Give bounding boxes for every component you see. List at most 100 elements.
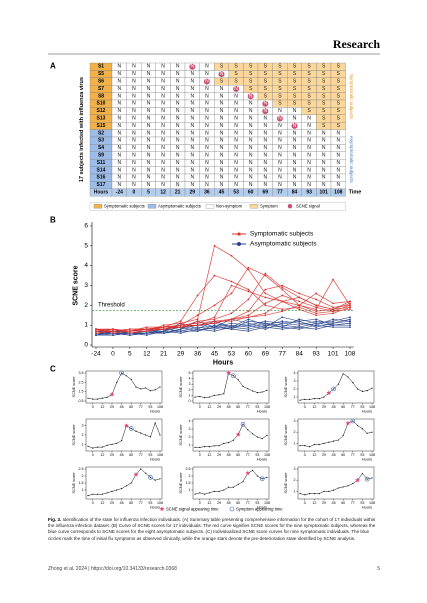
cell-text: N bbox=[322, 167, 326, 173]
cell-text: N bbox=[293, 160, 297, 166]
legend-swatch bbox=[147, 204, 157, 209]
point bbox=[196, 324, 199, 327]
cell-text: N bbox=[161, 116, 165, 122]
x-tick-label: 108 bbox=[345, 351, 356, 358]
cell-text: N bbox=[336, 182, 340, 188]
cell-text: N bbox=[117, 71, 121, 77]
cell-text: N bbox=[234, 145, 238, 151]
point bbox=[154, 479, 156, 481]
point bbox=[313, 493, 315, 495]
cell-text: N bbox=[190, 123, 194, 129]
y-tick-label: 2 bbox=[189, 474, 191, 478]
point bbox=[194, 446, 196, 448]
point bbox=[349, 322, 351, 325]
cell-text: N bbox=[322, 130, 326, 136]
caption-label: Fig. 3. bbox=[48, 517, 62, 522]
legend-text: Symptomatic subjects bbox=[104, 204, 145, 209]
y-tick-label: 1 bbox=[189, 488, 191, 492]
scne-signal bbox=[218, 71, 225, 78]
point bbox=[281, 294, 284, 297]
cell-text: S bbox=[293, 86, 297, 92]
cell-text: N bbox=[147, 145, 151, 151]
cell-text: N bbox=[307, 153, 311, 159]
point bbox=[337, 383, 339, 385]
group-label: Symptomatic subjects bbox=[349, 74, 354, 119]
point bbox=[252, 433, 254, 435]
cell-text: N bbox=[307, 160, 311, 166]
cell-text: N bbox=[147, 138, 151, 144]
x-tick-label: 45 bbox=[120, 453, 124, 457]
x-tick-label: 12 bbox=[312, 453, 316, 457]
cell-text: N bbox=[336, 145, 340, 151]
cell-text: N bbox=[249, 108, 253, 114]
symptom-circle bbox=[350, 418, 356, 424]
cell-text: N bbox=[205, 167, 209, 173]
cell-text: N bbox=[132, 160, 136, 166]
y-tick-label: 1 bbox=[294, 489, 296, 493]
row-label: S1 bbox=[98, 64, 104, 70]
y-tick-label: 3 bbox=[84, 282, 88, 289]
legend-text: SCNE signal appearing time bbox=[166, 507, 219, 512]
point bbox=[266, 476, 268, 478]
x-tick-label: 0 bbox=[92, 501, 94, 505]
cell-text: S bbox=[307, 64, 311, 70]
y-axis-label: SCNE score bbox=[179, 425, 183, 446]
cell-text: N bbox=[161, 108, 165, 114]
series-line bbox=[95, 322, 351, 336]
panel-label: C bbox=[50, 365, 56, 374]
y-tick-label: 0 bbox=[84, 342, 88, 349]
cell-text: N bbox=[220, 153, 224, 159]
y-tick-label: 0.5 bbox=[79, 399, 84, 403]
cell-text: N bbox=[205, 182, 209, 188]
subplot-frame bbox=[85, 418, 163, 452]
score-line bbox=[87, 422, 161, 449]
cell-text: S bbox=[264, 93, 268, 99]
point bbox=[97, 446, 99, 448]
point bbox=[196, 326, 199, 329]
x-tick-label: 53 bbox=[228, 351, 236, 358]
y-tick-label: 2 bbox=[82, 433, 84, 437]
x-tick-label: 93 bbox=[360, 453, 364, 457]
x-tick-label: 77 bbox=[246, 501, 250, 505]
point bbox=[281, 316, 284, 319]
y-tick-label: 1 bbox=[189, 443, 191, 447]
x-tick-label: 45 bbox=[211, 351, 219, 358]
footer: Zhong et al. 2024 | https://doi.org/10.3… bbox=[48, 566, 380, 572]
point bbox=[145, 330, 148, 333]
cell-text: N bbox=[190, 182, 194, 188]
point bbox=[371, 387, 373, 389]
x-tick-label: 108 bbox=[369, 453, 375, 457]
cell-text: N bbox=[176, 101, 180, 107]
cell-text: N bbox=[147, 175, 151, 181]
cell-text: S bbox=[337, 64, 341, 70]
x-axis-label: Hours bbox=[362, 410, 372, 414]
figure: Research A S1 N N N N N N N S S S S S S S S SS5 N N N N N N N N S S… bbox=[48, 37, 380, 512]
point bbox=[349, 326, 351, 329]
cell-text: S bbox=[337, 86, 341, 92]
cell-text: N bbox=[263, 153, 267, 159]
cell-text: N bbox=[176, 79, 180, 85]
cell-text: N bbox=[278, 116, 282, 122]
point bbox=[179, 326, 182, 329]
point bbox=[281, 300, 284, 303]
x-tick-label: 101 bbox=[328, 351, 339, 358]
x-tick-label: 0 bbox=[304, 405, 306, 409]
point bbox=[357, 424, 359, 427]
point bbox=[333, 388, 335, 390]
cell-text: N bbox=[307, 123, 311, 129]
point bbox=[179, 320, 182, 323]
point bbox=[194, 493, 196, 495]
cell-text: N bbox=[132, 101, 136, 107]
row-label: S3 bbox=[98, 138, 104, 144]
journal-name: Research bbox=[333, 37, 380, 51]
point bbox=[162, 332, 165, 334]
point bbox=[332, 302, 334, 305]
point bbox=[149, 390, 151, 392]
cell-text: N bbox=[190, 145, 194, 151]
point bbox=[298, 308, 301, 311]
y-tick-label: 4 bbox=[294, 371, 296, 375]
point bbox=[179, 324, 182, 327]
x-tick-label: -24 bbox=[91, 351, 101, 358]
cell-text: N bbox=[117, 138, 121, 144]
point bbox=[357, 388, 359, 390]
